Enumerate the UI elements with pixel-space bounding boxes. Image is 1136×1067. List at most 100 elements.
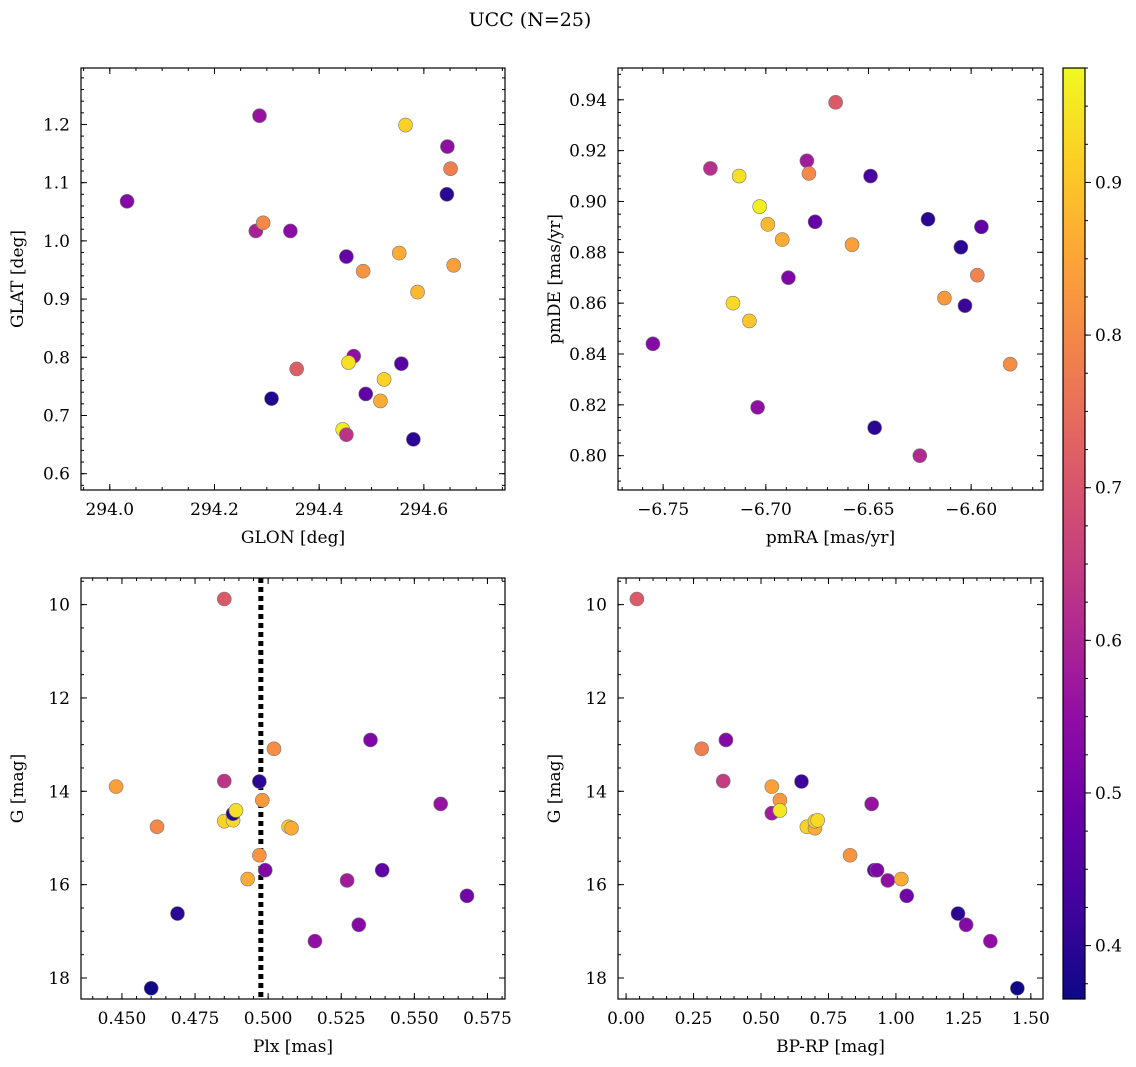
data-point [240,871,255,887]
data-point [374,862,390,878]
data-point [725,295,741,311]
data-point [119,193,135,209]
y-tick-label: 0.80 [569,447,607,467]
colorbar-tick-label: 0.8 [1095,326,1122,346]
data-point [950,906,966,921]
x-tick-label: −6.70 [740,500,792,520]
colorbar: 0.4 0.5 0.6 0.7 0.8 0.9 [1062,67,1122,1000]
data-point [694,741,709,757]
x-tick-label: 0.75 [810,1009,848,1029]
y-tick-label: 0.86 [569,294,607,314]
figure-title: UCC (N=25) [469,9,592,31]
y-tick-label: 1.1 [43,174,70,194]
data-point [794,774,809,789]
colorbar-gradient [1063,68,1085,999]
y-axis-label: G [mag] [8,754,28,823]
data-point [629,591,645,607]
y-tick-label: 10 [48,596,70,616]
colorbar-tick-label: 0.5 [1095,784,1122,804]
data-point [394,356,409,371]
data-point [252,108,267,124]
data-point [731,168,747,184]
colorbar-tick-label: 0.9 [1095,173,1122,193]
data-point [844,237,860,252]
panel-4: 0.00 0.25 0.50 0.75 1.00 1.25 1.50 10 12 14 16 18 BP… [545,577,1050,1057]
y-tick-label: 16 [585,876,607,896]
x-tick-label: 294.4 [295,500,344,520]
x-tick-label: 0.550 [390,1009,439,1029]
data-point [406,432,421,447]
data-point [351,917,367,933]
x-tick-label: 1.00 [877,1009,915,1029]
data-point [781,270,796,286]
data-point [257,862,273,878]
data-point [899,888,915,904]
axes-frame [80,577,506,1000]
y-tick-label: 18 [585,969,607,989]
data-point [828,95,843,110]
x-axis-label: GLON [deg] [241,528,345,548]
data-point [920,211,936,227]
data-point [974,219,989,235]
y-tick-label: 10 [585,596,607,616]
x-tick-label: 0.475 [171,1009,220,1029]
data-point [252,847,267,863]
colorbar-tick-label: 0.6 [1095,631,1122,651]
y-tick-label: 0.9 [43,290,70,310]
x-tick-label: −6.60 [945,500,997,520]
panel-2: −6.75 −6.70 −6.65 −6.60 0.80 0.82 0.84 0.86 0.88… [545,67,1044,548]
panels: 294.0 294.2 294.4 294.6 0.6 0.7 0.8 0.9 1.0 1.1 1.… [8,67,1050,1057]
data-point [355,263,371,279]
y-tick-label: 18 [48,969,70,989]
data-point [443,161,458,176]
data-point [807,214,823,230]
data-point [264,391,279,406]
y-tick-label: 0.6 [43,465,70,485]
data-point [894,871,909,887]
y-axis-label: G [mag] [545,754,565,823]
y-tick-label: 12 [48,689,70,709]
x-tick-label: 294.0 [85,500,134,520]
x-tick-label: −6.75 [637,500,689,520]
y-tick-label: 0.84 [569,345,607,365]
y-tick-label: 1.2 [43,115,70,135]
y-tick-label: 14 [48,782,70,802]
y-axis-label: pmDE [mas/yr] [545,214,565,344]
x-tick-label: 0.00 [607,1009,645,1029]
colorbar-tick-label: 0.4 [1095,937,1122,957]
x-tick-label: 0.575 [463,1009,512,1029]
data-point [289,361,304,377]
axes-frame [617,577,1044,1000]
data-point [760,217,776,232]
data-point [410,284,425,300]
data-point [339,249,354,264]
data-point [283,223,298,239]
data-point [937,290,952,306]
data-point [969,267,985,283]
x-tick-label: 294.2 [190,500,239,520]
data-point [869,862,885,878]
panel-3: 0.450 0.475 0.500 0.525 0.550 0.575 10 12 14 16 18… [8,577,512,1057]
y-tick-label: 0.92 [569,142,607,162]
data-point [373,393,388,409]
x-axis-label: Plx [mas] [253,1037,333,1057]
plot-area [119,108,462,447]
data-point [864,796,879,812]
data-point [764,779,780,794]
plot-area [108,578,475,999]
data-point [645,336,661,352]
data-point [801,166,817,181]
y-tick-label: 16 [48,876,70,896]
data-point [958,917,974,933]
plot-area [629,591,1025,996]
y-tick-label: 0.7 [43,406,70,426]
data-point [912,448,928,463]
data-point [842,847,858,863]
data-point [957,298,973,313]
plot-area [645,95,1018,463]
axes-frame [617,67,1044,491]
x-tick-label: 0.450 [98,1009,147,1029]
data-point [983,933,998,949]
data-point [772,803,788,818]
panel-1: 294.0 294.2 294.4 294.6 0.6 0.7 0.8 0.9 1.0 1.1 1.… [8,67,506,548]
